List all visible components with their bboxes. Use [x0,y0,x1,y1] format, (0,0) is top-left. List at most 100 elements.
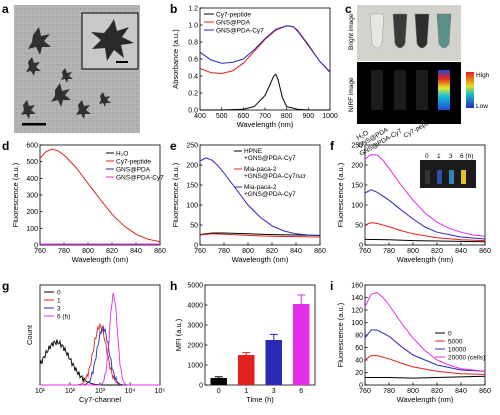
b-xtick-label: 800 [281,113,293,120]
g-xtick-label: 10⁵ [155,388,166,395]
d-ytick-label: 0 [34,243,38,250]
e-legend-label: +GNS@PDA-Cy7/scr [244,173,307,180]
d-series-1-line [39,148,161,243]
b-xtick-label: 600 [237,113,249,120]
g-legend-label: 3 [57,306,61,313]
d-ytick-label: 600 [26,143,38,150]
b-legend-label: GNS@PDA [216,20,251,27]
h-ylabel: MFI (a.u.) [174,318,183,351]
chart-d: 760 780 800 820 840 860 0 100 200 300 400 500 600 Wav… [11,143,166,265]
d-ylabel: Fluorescence (a.u.) [11,162,20,227]
i-series-2-line [364,329,486,372]
vials-photo: High Low Bright image NIRF image H₂O GNS… [348,5,490,158]
e-legend-label: Mia-paca-2 [244,166,277,173]
d-xtick-label: 760 [34,248,46,255]
i-series-3-line [364,291,486,372]
f-inset-label-0: 0 [425,153,429,160]
b-xtick-label: 900 [302,113,314,120]
f-series-2-line [364,189,486,240]
f-inset-label-3: 3 [449,153,453,160]
panel-letter-c: c [345,2,352,16]
h-xtick-label: 3 [272,388,276,395]
scale-bar [22,123,46,126]
f-series-1-line [364,222,486,242]
chart-f: 760 780 800 820 840 860 0 50 100 150 200 250 Wavelen… [336,143,491,265]
i-legend-label: 5000 [448,339,463,346]
d-xtick-label: 780 [58,248,70,255]
i-series-0-line [365,375,486,379]
f-ytick-label: 150 [351,183,363,190]
f-inset-label-1: 1 [437,153,441,160]
i-legend-label: 20000 (cells) [448,355,485,362]
f-ytick-label: 250 [351,143,363,150]
b-series-2-line [199,25,331,73]
e-legend-label: HPNE [244,148,263,155]
f-xtick-label: 820 [431,248,443,255]
h-ytick-label: 1000 [187,363,203,370]
i-ytick-label: 40 [355,358,363,365]
e-xtick-label: 860 [314,248,326,255]
d-ytick-label: 200 [26,209,38,216]
i-xtick-label: 800 [407,388,419,395]
panel-letter-h: h [170,279,177,293]
d-xtick-label: 840 [130,248,142,255]
b-xtick-label: 500 [216,113,228,120]
i-ytick-label: 60 [355,345,363,352]
f-xlabel: Wavelength (nm) [397,255,454,264]
b-ytick-label: 0.4 [188,74,198,81]
e-ylabel: Fluorescence (a.u.) [171,162,180,227]
panel-letter-f: f [330,139,335,153]
f-series-3-line [364,154,486,237]
f-ytick-label: 50 [355,223,363,230]
h-ytick-label: 2000 [187,343,203,350]
d-xtick-label: 800 [82,248,94,255]
h-ytick-label: 3000 [187,323,203,330]
f-ytick-label: 0 [359,243,363,250]
e-ytick-label: 100 [186,203,198,210]
d-ytick-label: 100 [26,226,38,233]
e-ytick-label: 50 [190,223,198,230]
e-xtick-label: 800 [242,248,254,255]
e-legend-label: +GNS@PDA-Cy7 [244,155,296,162]
i-ytick-label: 0 [359,383,363,390]
e-ytick-label: 150 [186,183,198,190]
d-legend-label: Cy7-peptide [116,159,151,166]
h-xtick-label: 0 [217,388,221,395]
f-xtick-label: 780 [383,248,395,255]
i-ylabel: Fluorescence (a.u.) [336,302,345,367]
b-legend-label: Cy7-peptide [216,12,251,19]
panel-letter-a: a [2,2,9,16]
i-ytick-label: 120 [351,308,363,315]
e-ytick-label: 250 [186,143,198,150]
b-legend-label: GNS@PDA-Cy7 [216,28,264,35]
i-ytick-label: 20 [355,370,363,377]
panel-letter-g: g [2,279,9,293]
d-ytick-label: 500 [26,159,38,166]
g-xtick-label: 10² [65,388,76,395]
h-bar-1 [238,355,255,385]
chart-i: 760 780 800 820 840 860 0 20 40 60 80 100 120 140 160 W… [336,283,491,405]
h-axes-frame [204,284,316,386]
b-ytick-label: 0.0 [188,108,198,115]
b-series-1-line [199,25,331,75]
e-xlabel: Wavelength (nm) [232,255,289,264]
h-ytick-label: 0 [199,383,203,390]
h-bar-6 [293,304,310,385]
e-series-1-line [199,233,321,238]
nirf-colorbar [466,72,474,108]
h-xtick-label: 1 [244,388,248,395]
d-legend-label: GNS@PDA-Cy7 [116,175,164,182]
i-xlabel: Wavelength (nm) [397,395,454,404]
chart-e: 760 780 800 820 840 860 0 50 100 150 200 250 Wavelen… [171,143,326,265]
e-series-2-line [199,157,321,237]
f-xtick-label: 860 [479,248,491,255]
b-ylabel: Absorbance (a.u.) [171,29,180,89]
b-ytick-label: 1.0 [188,23,198,30]
f-ytick-label: 200 [351,163,363,170]
f-xtick-label: 840 [455,248,467,255]
i-legend-label: 0 [448,331,452,338]
b-ytick-label: 0.6 [188,57,198,64]
b-ytick-label: 0.8 [188,40,198,47]
e-ytick-label: 0 [194,243,198,250]
